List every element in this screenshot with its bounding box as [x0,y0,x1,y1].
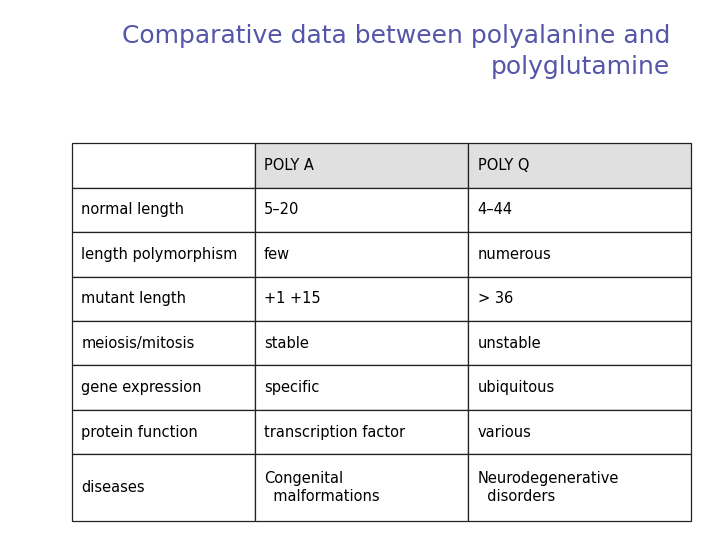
Bar [255,454,468,521]
Bar [255,232,468,276]
Text: various: various [477,424,531,440]
Bar [255,366,468,410]
Text: transcription factor: transcription factor [264,424,405,440]
Bar [468,454,691,521]
Text: Comparative data between polyalanine and
polyglutamine: Comparative data between polyalanine and… [122,24,670,79]
Bar [255,321,468,366]
Text: normal length: normal length [81,202,184,217]
Text: ubiquitous: ubiquitous [477,380,555,395]
Text: few: few [264,247,290,262]
Bar [468,321,691,366]
Bar [468,410,691,454]
Bar [72,366,255,410]
Bar [72,410,255,454]
Text: 4–44: 4–44 [477,202,513,217]
Text: stable: stable [264,336,309,350]
Text: > 36: > 36 [477,291,513,306]
Text: protein function: protein function [81,424,198,440]
Bar [468,187,691,232]
Text: POLY A: POLY A [264,158,314,173]
Bar [255,410,468,454]
Text: +1 +15: +1 +15 [264,291,320,306]
Bar [255,143,468,187]
Text: numerous: numerous [477,247,552,262]
Bar [72,143,255,187]
Text: gene expression: gene expression [81,380,202,395]
Text: specific: specific [264,380,320,395]
Text: 5–20: 5–20 [264,202,300,217]
Bar [255,187,468,232]
Text: Congenital
  malformations: Congenital malformations [264,471,379,504]
Text: POLY Q: POLY Q [477,158,529,173]
Text: length polymorphism: length polymorphism [81,247,238,262]
Bar [468,232,691,276]
Bar [72,321,255,366]
Bar [72,276,255,321]
Bar [468,276,691,321]
Bar [468,143,691,187]
Text: mutant length: mutant length [81,291,186,306]
Bar [72,232,255,276]
Text: diseases: diseases [81,480,145,495]
Text: meiosis/mitosis: meiosis/mitosis [81,336,194,350]
Bar [468,366,691,410]
Text: Neurodegenerative
  disorders: Neurodegenerative disorders [477,471,619,504]
Text: unstable: unstable [477,336,541,350]
Bar [72,187,255,232]
Bar [72,454,255,521]
Bar [255,276,468,321]
